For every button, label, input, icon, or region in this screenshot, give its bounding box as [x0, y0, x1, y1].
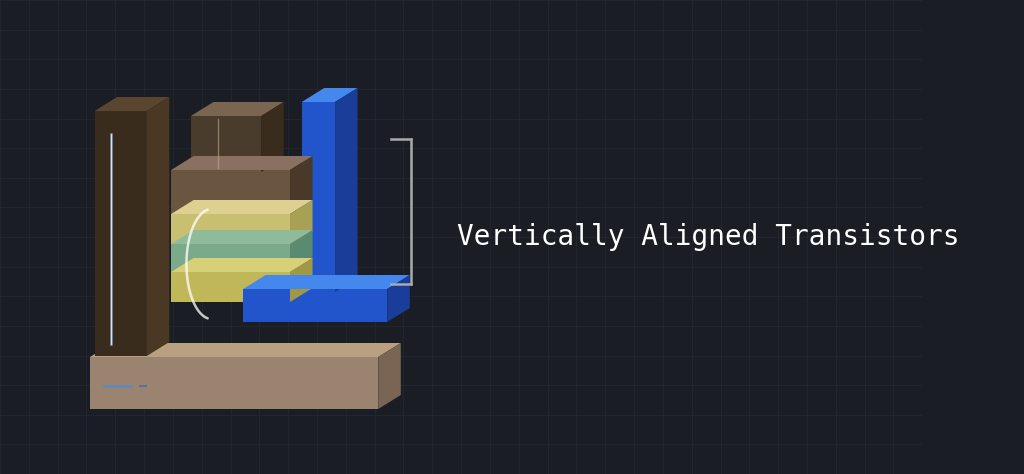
Bar: [171, 170, 290, 214]
Bar: [171, 272, 290, 302]
Bar: [94, 111, 146, 356]
Bar: [171, 214, 290, 246]
Bar: [171, 244, 290, 274]
Polygon shape: [290, 156, 312, 214]
Bar: [243, 289, 387, 322]
Polygon shape: [171, 200, 312, 214]
Bar: [190, 116, 261, 172]
Bar: [90, 357, 378, 409]
Polygon shape: [261, 102, 284, 172]
Text: Vertically Aligned Transistors: Vertically Aligned Transistors: [457, 223, 959, 251]
Polygon shape: [171, 258, 312, 272]
Polygon shape: [190, 102, 284, 116]
Polygon shape: [378, 343, 400, 409]
Polygon shape: [290, 200, 312, 246]
Polygon shape: [335, 88, 357, 292]
Polygon shape: [387, 275, 410, 322]
Polygon shape: [171, 156, 312, 170]
Polygon shape: [290, 258, 312, 302]
Bar: [302, 102, 335, 292]
Polygon shape: [290, 230, 312, 274]
Polygon shape: [243, 275, 410, 289]
Polygon shape: [94, 97, 169, 111]
Polygon shape: [302, 88, 357, 102]
Polygon shape: [146, 97, 169, 356]
Polygon shape: [171, 230, 312, 244]
Polygon shape: [90, 343, 400, 357]
